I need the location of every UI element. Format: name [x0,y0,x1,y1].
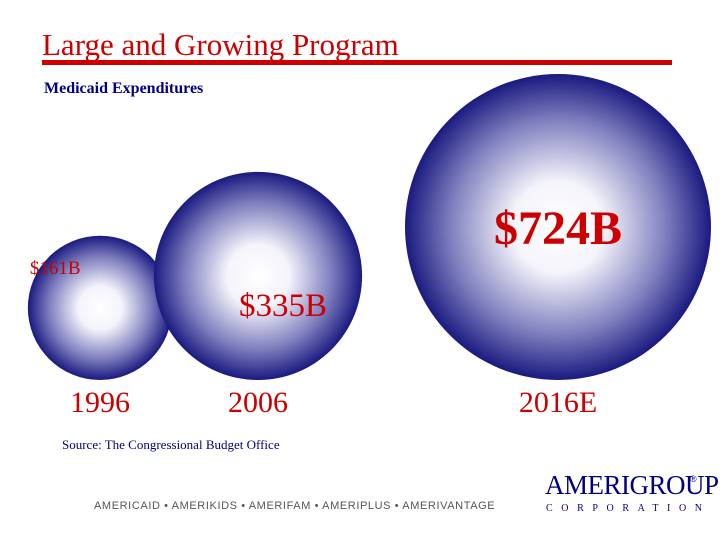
slide-title: Large and Growing Program [42,27,399,62]
registered-mark: ® [690,474,697,484]
value-label-1996: $161B [30,258,81,279]
bubble-2006 [153,171,363,380]
brand-list: AMERICAID • AMERIKIDS • AMERIFAM • AMERI… [94,500,496,512]
value-label-2016e: $724B [494,202,622,255]
value-label-2006: $335B [239,288,327,324]
source-note: Source: The Congressional Budget Office [62,437,280,452]
logo-subtitle: CORPORATION [546,503,711,514]
logo-wordmark: AMERIGROUP [545,470,719,500]
category-label-2006: 2006 [228,386,288,419]
chart-subtitle: Medicaid Expenditures [44,80,204,97]
year-labels-layer: 1996 2006 2016E [70,386,597,419]
company-logo: AMERIGROUP ® CORPORATION [540,470,719,520]
value-labels-layer: $161B $335B $724B [30,202,622,324]
bubble-1996 [27,235,173,380]
category-label-1996: 1996 [70,386,130,419]
bubble-2016e [405,74,711,380]
bubbles-layer [27,74,711,380]
title-underline [42,60,672,65]
category-label-2016e: 2016E [519,386,597,419]
